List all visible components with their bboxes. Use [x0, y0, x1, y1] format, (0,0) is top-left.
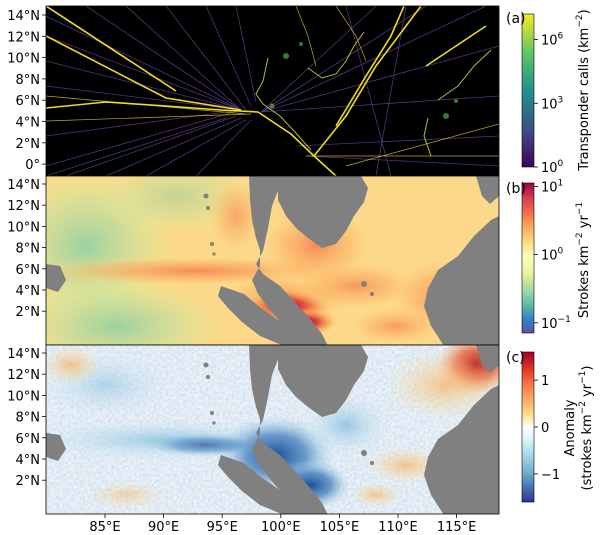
lat-label: 8°N [16, 242, 41, 257]
lat-label: 6°N [16, 432, 41, 447]
colorbar-b-title: Strokes km−2 yr−1 [575, 202, 592, 318]
colorbar-a: 106 103 100 (a) Transponder calls (km−2) [506, 9, 592, 176]
colorbar-c-title-line2: (strokes km−2 yr−1) [578, 366, 595, 491]
panel-c [45, 344, 500, 515]
colorbar-tick-label: 101 [541, 178, 563, 195]
lat-label: 2°N [16, 137, 41, 152]
colorbar-tick-label: 106 [541, 32, 564, 49]
lat-label: 8°N [16, 411, 41, 426]
colorbar-tick-label: 1 [541, 374, 549, 389]
panel-b [45, 175, 500, 346]
panel-a-latitude-axis: 14°N 12°N 10°N 8°N 6°N 4°N 2°N 0° [7, 9, 46, 173]
colorbar-tick-label: 103 [541, 95, 563, 112]
lat-label: 2°N [16, 474, 41, 489]
lat-label: 6°N [16, 263, 41, 278]
lat-label: 12°N [7, 30, 40, 45]
panel-a-ocean [46, 6, 499, 176]
panel-b-latitude-axis: 14°N 12°N 10°N 8°N 6°N 4°N 2°N [7, 178, 46, 320]
colorbar-b: 101 100 10−1 (b) Strokes km−2 yr−1 [506, 178, 592, 334]
panel-c-label: (c) [506, 350, 525, 366]
lat-label: 4°N [16, 116, 41, 131]
colorbar-a-ticks: 106 103 100 [534, 32, 564, 176]
lon-label: 100°E [261, 520, 301, 535]
colorbar-tick-label: 0 [541, 421, 549, 436]
lat-label: 6°N [16, 94, 41, 109]
lon-label: 85°E [89, 520, 120, 535]
colorbar-tick-label: 100 [541, 247, 564, 264]
colorbar-b-ticks: 101 100 10−1 [534, 178, 571, 332]
panel-a [45, 5, 500, 177]
lon-label: 115°E [437, 520, 477, 535]
panel-a-label: (a) [506, 11, 526, 27]
lat-label: 10°N [7, 389, 40, 404]
lon-label: 95°E [207, 520, 238, 535]
lat-label: 0° [25, 158, 40, 173]
lat-label: 14°N [7, 178, 40, 193]
colorbar-c: 1 0 −1 (c) Anomaly (strokes km−2 yr−1) [506, 350, 595, 503]
lat-label: 8°N [16, 73, 41, 88]
colorbar-b-scale [521, 182, 535, 334]
lat-label: 10°N [7, 220, 40, 235]
colorbar-c-scale [521, 351, 535, 503]
lon-label: 110°E [378, 520, 418, 535]
lat-label: 14°N [7, 9, 40, 24]
shipping-routes [46, 6, 499, 176]
longitude-axis: 85°E 90°E 95°E 100°E 105°E 110°E 115°E [89, 514, 476, 535]
lat-label: 4°N [16, 284, 41, 299]
lat-label: 12°N [7, 368, 40, 383]
panel-c-latitude-axis: 14°N 12°N 10°N 8°N 6°N 4°N 2°N [7, 347, 46, 489]
lon-label: 90°E [148, 520, 179, 535]
panel-b-label: (b) [506, 181, 526, 197]
colorbar-tick-label: −1 [541, 468, 560, 483]
colorbar-a-scale [521, 13, 535, 168]
colorbar-tick-label: 100 [541, 159, 564, 176]
colorbar-a-title: Transponder calls (km−2) [575, 9, 592, 171]
lon-label: 105°E [320, 520, 360, 535]
colorbar-c-title-line1: Anomaly [563, 399, 578, 456]
colorbar-c-ticks: 1 0 −1 [534, 374, 560, 483]
lat-label: 14°N [7, 347, 40, 362]
lat-label: 12°N [7, 199, 40, 214]
lat-label: 2°N [16, 305, 41, 320]
colorbar-tick-label: 10−1 [541, 315, 571, 332]
lat-label: 4°N [16, 453, 41, 468]
lat-label: 10°N [7, 52, 40, 67]
